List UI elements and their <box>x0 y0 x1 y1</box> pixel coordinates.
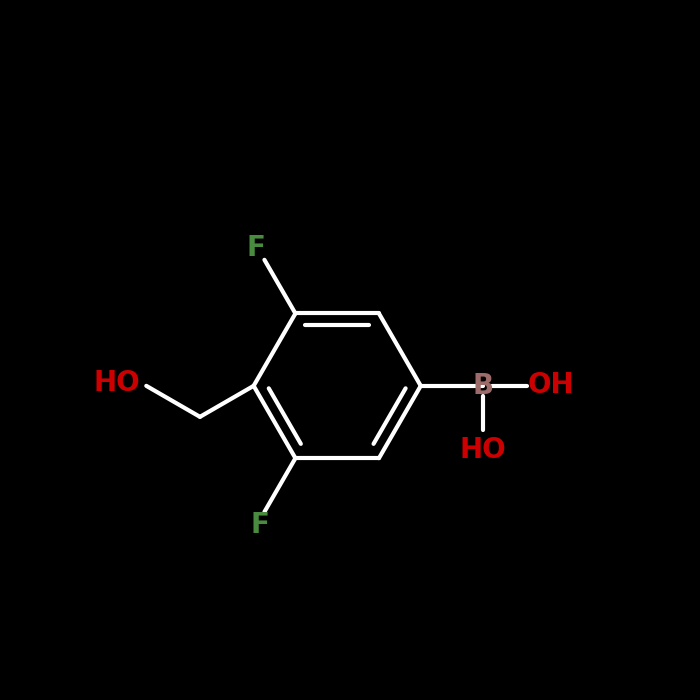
Text: B: B <box>473 372 494 400</box>
Text: HO: HO <box>93 369 140 397</box>
Text: HO: HO <box>459 435 506 463</box>
Text: OH: OH <box>528 371 574 399</box>
Text: F: F <box>251 511 270 539</box>
Text: F: F <box>247 234 266 262</box>
